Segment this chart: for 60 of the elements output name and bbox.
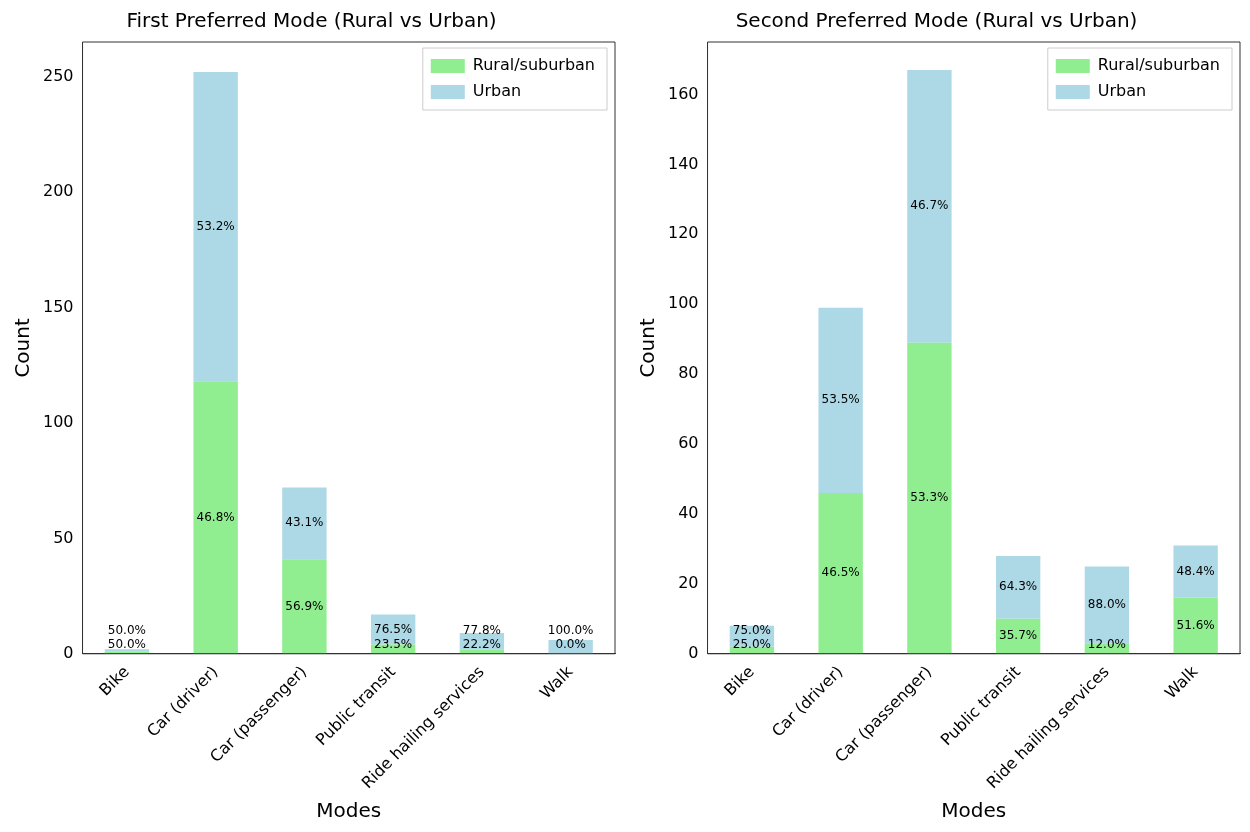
bar <box>282 559 327 654</box>
annotation: 43.1% <box>285 515 324 530</box>
annotation: 35.7% <box>999 628 1038 643</box>
y-tick-label: 150 <box>42 296 74 316</box>
annotation: 22.2% <box>462 636 501 651</box>
legend-label: Rural/suburban <box>1097 55 1221 75</box>
annotation: 46.5% <box>821 565 860 580</box>
legend-label: Urban <box>1097 81 1147 101</box>
annotation: 12.0% <box>1087 636 1126 651</box>
y-tick-label: 0 <box>688 642 699 662</box>
y-axis-title: Count <box>10 318 35 378</box>
y-tick-label: 120 <box>667 223 699 243</box>
y-tick-label: 100 <box>667 293 699 313</box>
chart-title: Second Preferred Mode (Rural vs Urban) <box>735 8 1138 33</box>
y-axis-title: Count <box>635 318 660 378</box>
bar <box>193 72 238 382</box>
annotation: 50.0% <box>107 636 146 651</box>
y-tick-label: 40 <box>678 503 699 523</box>
y-tick-label: 100 <box>42 412 74 432</box>
annotation: 76.5% <box>374 621 413 636</box>
annotation: 48.4% <box>1176 563 1215 578</box>
chart-title: First Preferred Mode (Rural vs Urban) <box>126 8 497 33</box>
annotation: 46.8% <box>196 509 235 524</box>
bar <box>1173 545 1218 598</box>
y-tick-label: 50 <box>53 527 74 547</box>
annotation: 53.2% <box>196 218 235 233</box>
annotation: 100.0% <box>547 622 594 637</box>
annotation: 88.0% <box>1087 596 1126 611</box>
y-tick-label: 160 <box>667 83 699 103</box>
y-tick-label: 200 <box>42 181 74 201</box>
bar <box>193 381 238 654</box>
bar <box>907 69 952 343</box>
legend-label: Urban <box>472 81 522 101</box>
legend-label: Rural/suburban <box>472 55 596 75</box>
annotation: 56.9% <box>285 598 324 613</box>
annotation: 53.5% <box>821 392 860 407</box>
bar <box>818 492 863 654</box>
bar <box>818 307 863 493</box>
annotation: 51.6% <box>1176 617 1215 632</box>
annotation: 77.8% <box>462 622 501 637</box>
x-axis-title: Modes <box>316 798 382 823</box>
annotation: 0.0% <box>555 636 586 651</box>
bar <box>1173 597 1218 654</box>
annotation: 64.3% <box>999 579 1038 594</box>
annotation: 46.7% <box>910 198 949 213</box>
x-axis-title: Modes <box>941 798 1007 823</box>
annotation: 75.0% <box>732 622 771 637</box>
y-tick-label: 20 <box>678 573 699 593</box>
annotation: 50.0% <box>107 622 146 637</box>
y-tick-label: 250 <box>42 65 74 85</box>
annotation: 53.3% <box>910 490 949 505</box>
bar <box>907 342 952 654</box>
y-tick-label: 60 <box>678 433 699 453</box>
annotation: 25.0% <box>732 636 771 651</box>
y-tick-label: 80 <box>678 363 699 383</box>
bar <box>995 555 1041 619</box>
y-tick-label: 0 <box>63 642 74 662</box>
bar <box>282 487 327 560</box>
y-tick-label: 140 <box>667 153 699 173</box>
annotation: 23.5% <box>374 636 413 651</box>
